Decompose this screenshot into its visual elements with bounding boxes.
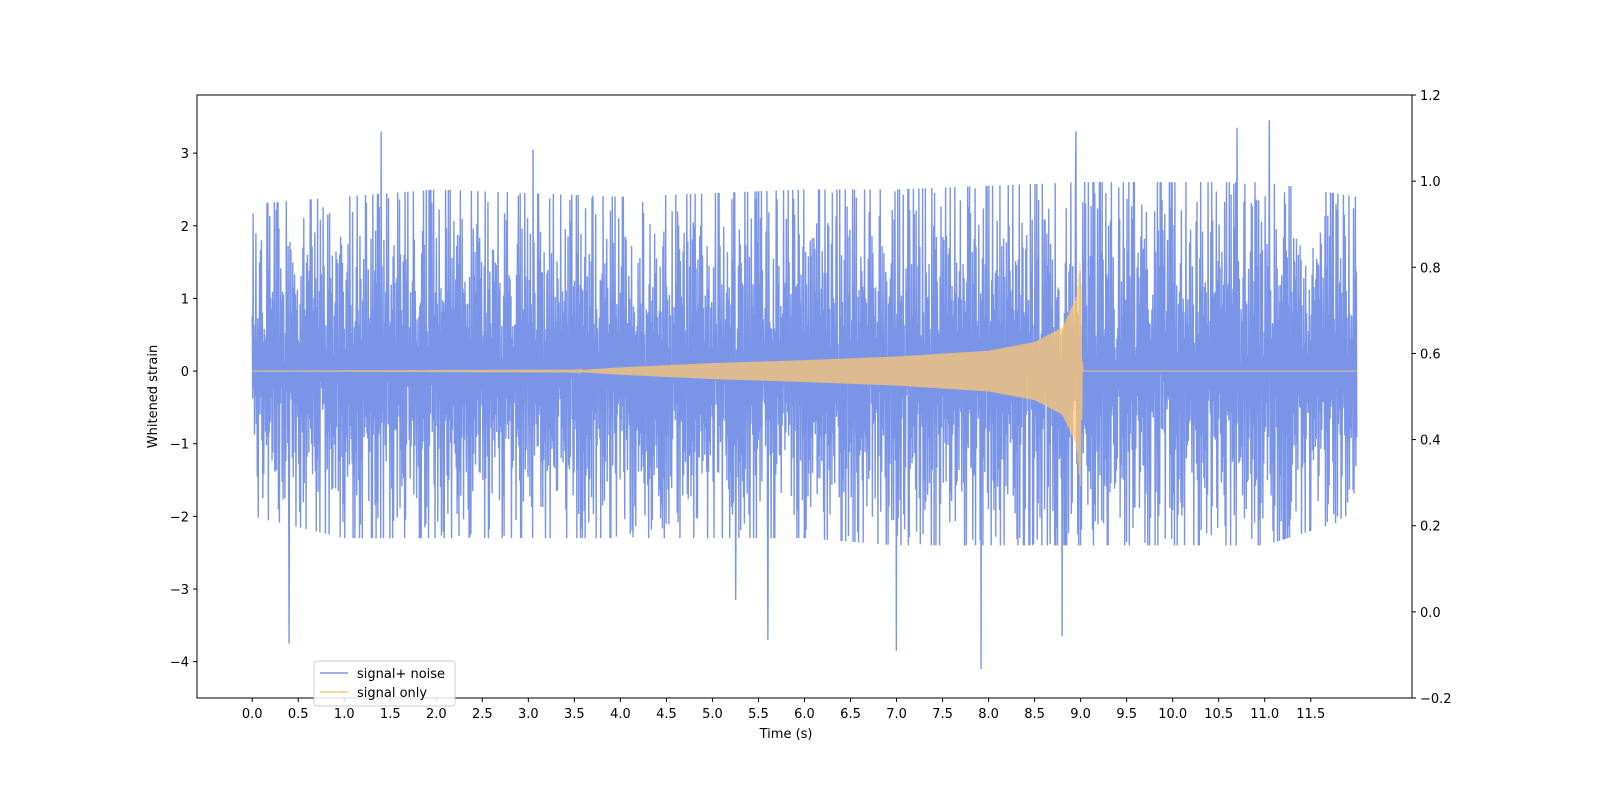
x-tick-label: 10.5 [1204,707,1233,722]
x-tick-label: 8.5 [1024,707,1045,722]
y-tick-label: −2 [170,510,189,525]
y-tick-label: −1 [170,438,189,453]
x-tick-label: 3.0 [518,707,539,722]
x-tick-label: 4.0 [610,707,631,722]
x-tick-label: 5.5 [748,707,769,722]
legend: signal+ noise signal only [313,660,456,707]
y-tick-label: 3 [181,147,189,162]
x-tick-label: 9.5 [1116,707,1137,722]
x-tick-label: 6.5 [840,707,861,722]
series-line-signal-only [252,262,1357,486]
x-tick-label: 11.0 [1250,707,1279,722]
x-tick-label: 4.5 [656,707,677,722]
y-axis-left: 3 2 1 0 −1 −2 −3 −4 [170,147,197,671]
y2-tick-label: 0.4 [1420,434,1441,449]
legend-label-signal-only: signal only [357,686,427,701]
y2-tick-label: 0.8 [1420,261,1441,276]
x-tick-label: 7.5 [932,707,953,722]
legend-box [313,660,456,707]
x-tick-label: 1.0 [334,707,355,722]
x-tick-label: 8.0 [978,707,999,722]
series-layer [251,120,1358,669]
x-tick-label: 2.0 [426,707,447,722]
y-axis-right: 1.2 1.0 0.8 0.6 0.4 0.2 0.0 −0.2 [1412,89,1452,707]
x-tick-label: 0.5 [288,707,309,722]
x-axis: 0.0 0.5 1.0 1.5 2.0 2.5 3.0 3.5 4.0 4.5 5.0 5.5 6.0 6… [242,698,1325,722]
y2-tick-label: 1.0 [1420,175,1441,190]
x-tick-label: 1.5 [380,707,401,722]
y-tick-label: 2 [181,220,189,235]
y-axis-title: Whitened strain [146,345,161,448]
series-line-signal-noise [251,120,1358,669]
y2-tick-label: 1.2 [1420,89,1441,104]
x-tick-label: 0.0 [242,707,263,722]
y-tick-label: −3 [170,583,189,598]
x-tick-label: 6.0 [794,707,815,722]
x-axis-title: Time (s) [759,727,813,742]
x-tick-label: 3.5 [564,707,585,722]
y2-tick-label: 0.2 [1420,520,1441,535]
x-tick-label: 11.5 [1296,707,1325,722]
x-tick-label: 2.5 [472,707,493,722]
legend-label-signal-noise: signal+ noise [357,667,445,682]
y-tick-label: 0 [181,365,189,380]
y2-tick-label: 0.0 [1420,606,1441,621]
y2-tick-label: 0.6 [1420,347,1441,362]
y2-tick-label: −0.2 [1420,692,1452,707]
y-tick-label: −4 [170,656,189,671]
x-tick-label: 5.0 [702,707,723,722]
x-tick-label: 7.0 [886,707,907,722]
x-tick-label: 10.0 [1158,707,1187,722]
y-tick-label: 1 [181,292,189,307]
x-tick-label: 9.0 [1070,707,1091,722]
